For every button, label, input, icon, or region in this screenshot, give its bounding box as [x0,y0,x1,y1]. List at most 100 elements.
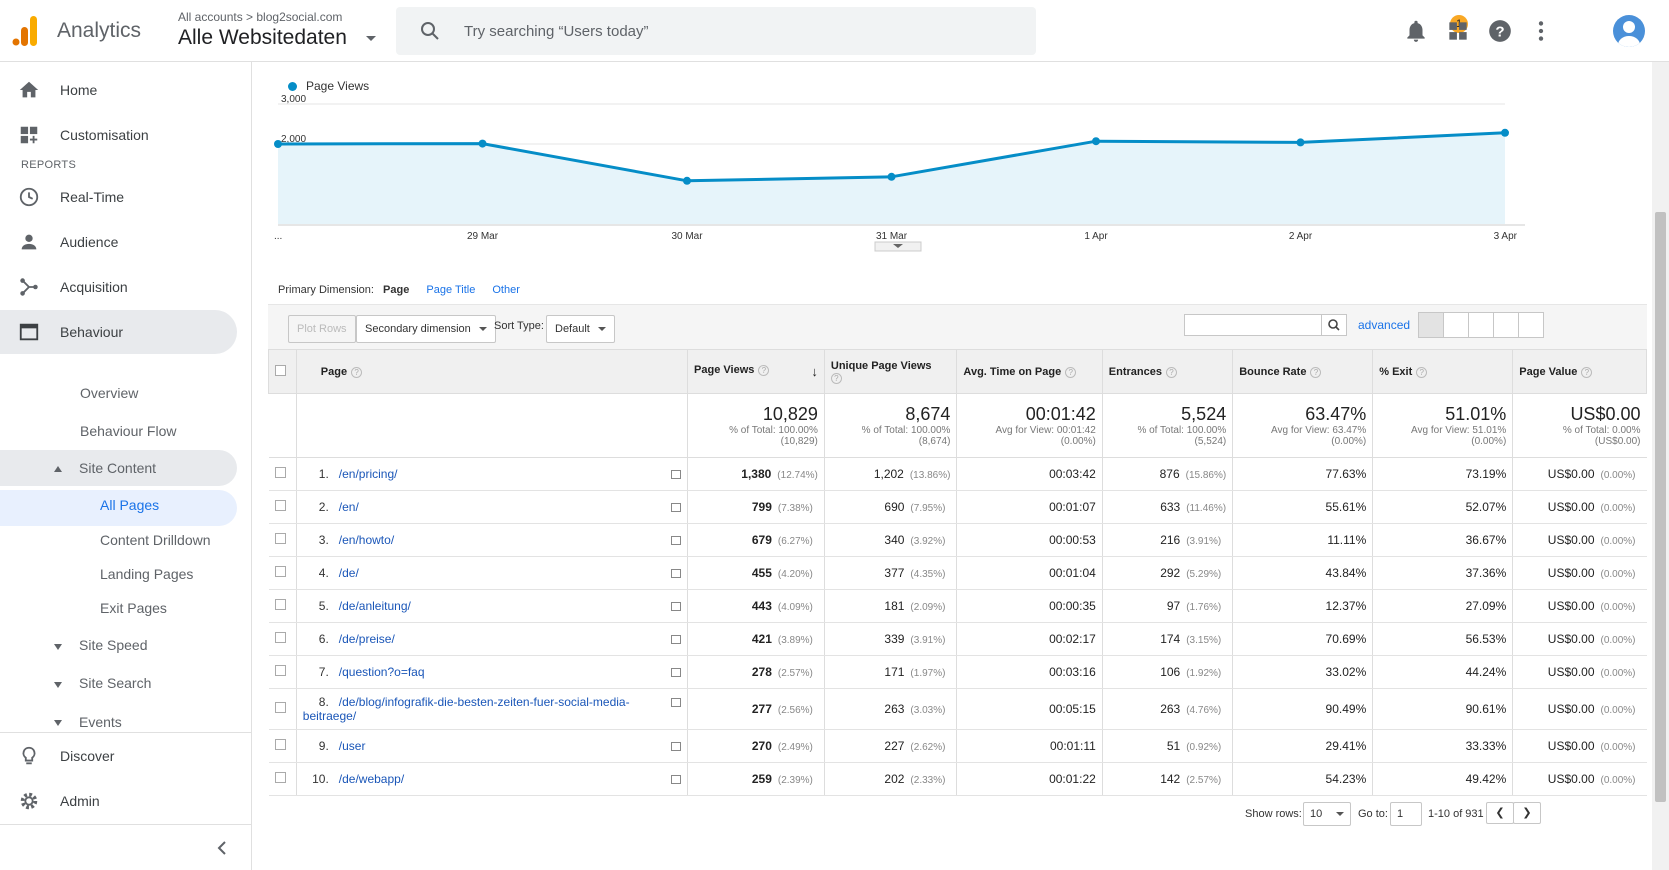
pivot-view-icon[interactable] [1518,312,1544,338]
page-link[interactable]: /de/anleitung/ [338,599,411,613]
table-row[interactable]: 3. /en/howto/ 679 (6.27%) 340 (3.92%) 00:00… [268,523,1647,557]
search-bar[interactable]: Try searching “Users today” [396,7,1036,55]
help-icon[interactable]: ? [758,365,770,376]
page-link[interactable]: /en/pricing/ [338,467,398,481]
open-page-icon[interactable] [671,742,682,751]
open-page-icon[interactable] [671,635,682,644]
table-row[interactable]: 6. /de/preise/ 421 (3.89%) 339 (3.91%) 00:0… [268,622,1647,656]
table-row[interactable]: 1. /en/pricing/ 1,380 (12.74%) 1,202 (13.86… [268,457,1647,491]
open-page-icon[interactable] [671,536,682,545]
help-icon[interactable]: ? [351,366,363,378]
performance-view-icon[interactable] [1468,312,1494,338]
col-header-exit[interactable]: % Exit? [1372,349,1514,394]
help-icon[interactable]: ? [1310,366,1322,378]
help-icon[interactable]: ? [830,372,842,384]
secondary-dimension-dropdown[interactable]: Secondary dimension [356,315,496,343]
row-select-cell[interactable] [268,556,297,590]
open-page-icon[interactable] [671,470,682,479]
nav-acquisition[interactable]: Acquisition [0,265,237,309]
row-checkbox[interactable] [274,632,286,643]
select-all-checkbox[interactable] [275,364,286,376]
table-row[interactable]: 8./de/blog/infografik-die-besten-zeiten-… [268,688,1647,730]
row-select-cell[interactable] [268,729,297,763]
col-header-page-views[interactable]: Page Views? ↓ [687,349,825,394]
more-vert-icon[interactable] [1528,18,1554,44]
row-select-cell[interactable] [268,523,297,557]
page-link[interactable]: /en/ [338,500,359,514]
row-checkbox[interactable] [274,665,286,676]
table-row[interactable]: 2. /en/ 799 (7.38%) 690 (7.95%) 00:01:07 63… [268,490,1647,524]
page-link[interactable]: /user [338,739,366,753]
nav-site-speed[interactable]: Site Speed [79,637,148,653]
sort-type-dropdown[interactable]: Default [546,315,615,343]
page-scrollbar[interactable] [1652,62,1669,870]
scrollbar-thumb[interactable] [1655,212,1666,802]
col-header-unique-page-views[interactable]: Unique Page Views? [823,349,958,394]
search-placeholder[interactable]: Try searching “Users today” [464,23,649,40]
collapse-nav-chevron-icon[interactable] [216,841,228,855]
row-select-cell[interactable] [268,688,297,730]
nav-behaviour-flow[interactable]: Behaviour Flow [80,423,177,439]
account-avatar[interactable] [1613,15,1645,47]
table-row[interactable]: 10. /de/webapp/ 259 (2.39%) 202 (2.33%) 00:… [268,762,1647,796]
table-view-icon[interactable] [1418,312,1444,338]
help-icon[interactable]: ? [1166,366,1177,378]
col-header-avg-time[interactable]: Avg. Time on Page? [956,349,1103,394]
row-checkbox[interactable] [274,772,286,783]
nav-home[interactable]: Home [0,68,237,112]
nav-events[interactable]: Events [79,714,122,730]
nav-site-search[interactable]: Site Search [79,675,152,691]
dimension-other[interactable]: Other [492,284,520,296]
row-checkbox[interactable] [274,533,286,544]
page-link[interactable]: /en/howto/ [338,533,395,547]
col-header-bounce-rate[interactable]: Bounce Rate? [1232,349,1374,394]
row-select-cell[interactable] [268,589,297,623]
row-select-cell[interactable] [268,655,297,689]
row-checkbox[interactable] [274,566,286,577]
col-header-page[interactable]: Page? [295,349,689,394]
page-link[interactable]: /de/preise/ [338,632,395,646]
plot-rows-button[interactable]: Plot Rows [288,315,356,343]
apps-grid-icon[interactable] [1445,18,1471,44]
pie-view-icon[interactable] [1443,312,1469,338]
row-checkbox[interactable] [274,702,286,713]
prev-page-button[interactable]: ❮ [1486,802,1514,824]
notifications-bell-icon[interactable] [1403,18,1429,44]
help-icon[interactable]: ? [1581,366,1593,378]
table-row[interactable]: 9. /user 270 (2.49%) 227 (2.62%) 00:01:11 5… [268,729,1647,763]
expand-triangle-icon[interactable] [54,682,62,688]
row-checkbox[interactable] [274,467,286,478]
table-row[interactable]: 5. /de/anleitung/ 443 (4.09%) 181 (2.09%) 0… [268,589,1647,623]
goto-input[interactable]: 1 [1390,802,1422,826]
account-breadcrumb[interactable]: All accounts > blog2social.com [178,10,343,24]
open-page-icon[interactable] [671,668,682,677]
expand-triangle-icon[interactable] [54,644,62,650]
open-page-icon[interactable] [671,503,682,512]
table-row[interactable]: 4. /de/ 455 (4.20%) 377 (4.35%) 00:01:04 29… [268,556,1647,590]
sort-desc-arrow-icon[interactable]: ↓ [811,364,818,379]
nav-realtime[interactable]: Real-Time [0,175,237,219]
nav-audience[interactable]: Audience [0,220,237,264]
open-page-icon[interactable] [671,775,682,784]
next-page-button[interactable]: ❯ [1513,802,1541,824]
dimension-page-title[interactable]: Page Title [426,284,476,296]
nav-overview[interactable]: Overview [80,385,139,401]
row-checkbox[interactable] [274,599,286,610]
help-icon[interactable]: ? [1487,18,1513,44]
row-checkbox[interactable] [274,739,286,750]
row-select-cell[interactable] [268,457,297,491]
table-filter-search-button[interactable] [1321,314,1347,336]
nav-exit-pages[interactable]: Exit Pages [100,600,167,616]
comparison-view-icon[interactable] [1493,312,1519,338]
nav-site-content[interactable]: Site Content [79,460,157,476]
nav-admin[interactable]: Admin [0,779,237,823]
help-icon[interactable]: ? [1416,366,1428,378]
nav-all-pages[interactable]: All Pages [100,497,160,513]
table-filter-input[interactable] [1184,314,1322,336]
nav-content-drilldown[interactable]: Content Drilldown [100,532,211,548]
help-icon[interactable]: ? [1065,366,1077,378]
page-link[interactable]: /de/blog/infografik-die-besten-zeiten-fu… [302,695,630,723]
page-link[interactable]: /question?o=faq [338,665,425,679]
row-select-cell[interactable] [268,762,297,796]
